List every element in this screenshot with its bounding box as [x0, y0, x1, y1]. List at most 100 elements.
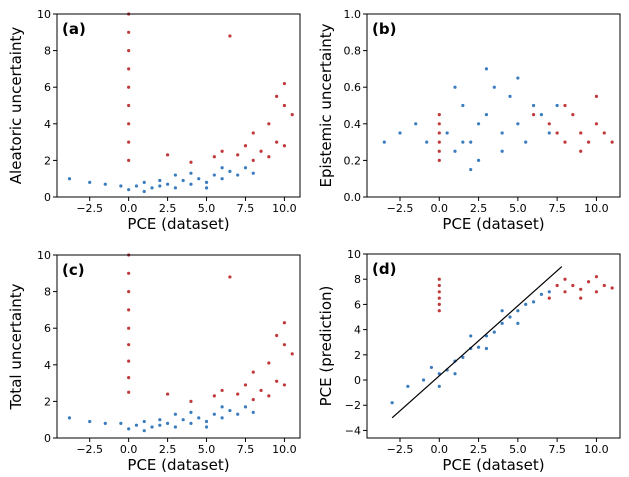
- point: [547, 296, 551, 300]
- x-tick-label: 2.5: [159, 443, 177, 456]
- point: [437, 302, 441, 307]
- point: [127, 427, 131, 431]
- point: [275, 379, 279, 383]
- point: [476, 158, 481, 162]
- point: [579, 149, 583, 153]
- x-tick-label: −2.5: [76, 202, 103, 215]
- panel-label: (a): [62, 20, 86, 38]
- x-tick-label: 5.0: [509, 202, 527, 215]
- point: [220, 388, 224, 393]
- point: [602, 283, 606, 288]
- point: [469, 167, 473, 172]
- y-tick-label: 8: [44, 45, 51, 58]
- point: [267, 394, 271, 398]
- point: [189, 421, 193, 425]
- panel: −2.5 0.0 2.5 5.0 7.5 10.0 0 2 4 6 8 10 PCE (dataset)…: [7, 249, 301, 474]
- point: [524, 302, 528, 307]
- y-tick-label: 0.0: [344, 191, 362, 204]
- point: [142, 429, 146, 433]
- point: [228, 275, 232, 279]
- point: [220, 177, 224, 181]
- point: [220, 405, 224, 409]
- point: [150, 425, 154, 429]
- point: [189, 171, 193, 175]
- point: [251, 370, 255, 374]
- point: [243, 383, 248, 387]
- point: [127, 140, 131, 144]
- point: [594, 94, 599, 98]
- point: [243, 144, 248, 148]
- point: [243, 166, 248, 170]
- point: [212, 394, 216, 398]
- point: [563, 290, 567, 294]
- y-tick-label: 10: [347, 248, 361, 261]
- point: [127, 290, 131, 294]
- point: [204, 180, 209, 184]
- point: [220, 166, 224, 170]
- point: [173, 412, 177, 416]
- y-tick-label: 6: [44, 322, 51, 335]
- point: [197, 416, 201, 420]
- point: [524, 140, 528, 144]
- x-tick-label: 2.5: [470, 202, 488, 215]
- y-axis-label: PCE (prediction): [317, 286, 335, 407]
- point: [508, 94, 512, 98]
- x-tick-label: −2.5: [387, 202, 414, 215]
- point: [267, 361, 271, 365]
- point: [158, 418, 162, 422]
- point: [173, 173, 177, 177]
- point: [547, 131, 551, 135]
- x-tick-label: 10.0: [272, 443, 297, 456]
- y-tick-label: 0: [354, 374, 361, 387]
- y-tick-label: 1.0: [344, 8, 362, 21]
- y-tick-label: 4: [354, 324, 361, 337]
- point: [267, 155, 271, 159]
- point: [453, 85, 457, 89]
- y-tick-label: 0.2: [344, 154, 362, 167]
- point: [469, 140, 473, 144]
- point: [142, 180, 146, 184]
- point: [531, 300, 536, 304]
- point: [437, 277, 441, 281]
- point: [220, 149, 224, 153]
- y-tick-label: 0.4: [344, 118, 362, 131]
- x-tick-label: 5.0: [509, 443, 527, 456]
- point: [461, 355, 465, 359]
- point: [594, 290, 599, 294]
- point: [437, 384, 441, 388]
- point: [127, 30, 131, 34]
- y-tick-label: 4: [44, 359, 51, 372]
- point: [150, 186, 154, 190]
- point: [539, 292, 544, 296]
- point: [275, 140, 279, 144]
- y-tick-label: 10: [37, 8, 51, 21]
- point: [259, 388, 263, 393]
- point: [127, 343, 131, 347]
- point: [414, 122, 418, 126]
- point: [158, 184, 162, 188]
- panel-label: (d): [372, 260, 396, 278]
- point: [610, 140, 614, 144]
- x-tick-label: 5.0: [198, 443, 216, 456]
- point: [88, 419, 92, 424]
- point: [516, 321, 520, 325]
- point: [500, 131, 504, 135]
- point: [220, 416, 224, 420]
- point: [127, 67, 131, 71]
- point: [437, 290, 441, 294]
- point: [437, 309, 441, 313]
- point: [165, 182, 170, 186]
- point: [476, 345, 481, 349]
- point: [571, 113, 575, 117]
- y-tick-label: −2: [345, 399, 361, 412]
- point: [500, 321, 504, 325]
- panel-label: (b): [372, 20, 396, 38]
- point: [437, 122, 441, 126]
- x-tick-label: 2.5: [470, 443, 488, 456]
- point: [425, 140, 429, 144]
- point: [67, 416, 72, 420]
- point: [189, 410, 193, 414]
- y-tick-label: 2: [44, 154, 51, 167]
- point: [189, 160, 193, 164]
